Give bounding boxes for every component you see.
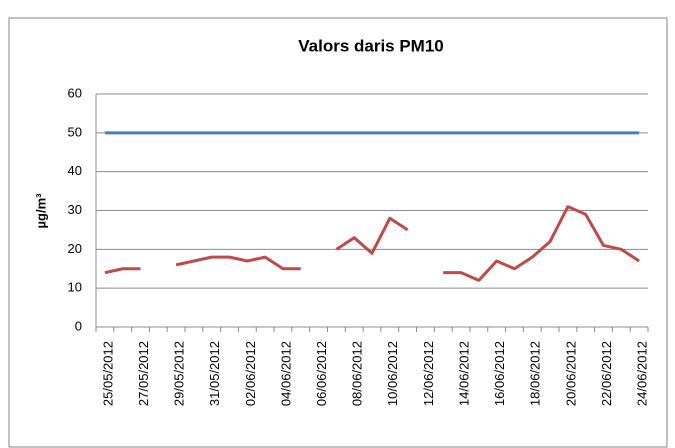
x-tick-label: 22/06/2012 [599, 341, 614, 406]
y-tick-label: 20 [68, 241, 82, 256]
chart-frame [8, 17, 668, 448]
x-tick-label: 31/05/2012 [207, 341, 222, 406]
x-tick-label: 12/06/2012 [421, 341, 436, 406]
x-tick-label: 14/06/2012 [456, 341, 471, 406]
y-tick-label: 0 [75, 318, 82, 333]
y-tick-label: 60 [68, 85, 82, 100]
x-tick-label: 27/05/2012 [136, 341, 151, 406]
x-tick-label: 18/06/2012 [528, 341, 543, 406]
x-tick-label: 02/06/2012 [243, 341, 258, 406]
x-tick-label: 06/06/2012 [314, 341, 329, 406]
chart-title: Valors daris PM10 [298, 36, 444, 55]
x-tick-label: 08/06/2012 [350, 341, 365, 406]
x-tick-label: 10/06/2012 [385, 341, 400, 406]
series-line [104, 205, 640, 282]
x-tick-label: 04/06/2012 [278, 341, 293, 406]
x-tick-label: 25/05/2012 [100, 341, 115, 406]
x-tick-label: 29/05/2012 [172, 341, 187, 406]
y-axis-label: µg/m³ [33, 193, 48, 229]
y-tick-label: 30 [68, 202, 82, 217]
x-tick-label: 16/06/2012 [492, 341, 507, 406]
x-tick-label: 24/06/2012 [635, 341, 650, 406]
y-tick-label: 10 [68, 280, 82, 295]
y-tick-label: 40 [68, 163, 82, 178]
y-tick-label: 50 [68, 124, 82, 139]
x-tick-label: 20/06/2012 [563, 341, 578, 406]
